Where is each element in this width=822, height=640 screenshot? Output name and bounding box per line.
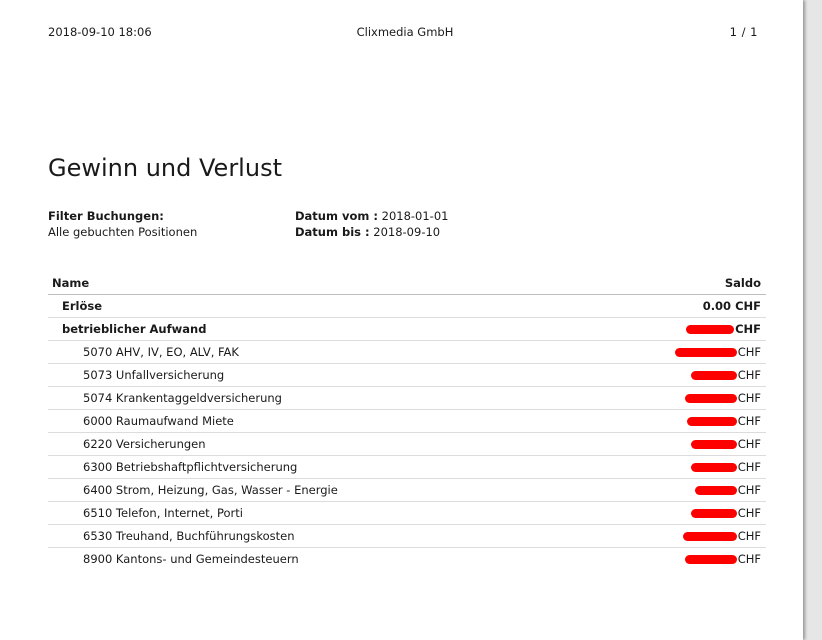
account-name: Erlöse	[62, 299, 103, 313]
account-saldo: CHF	[684, 548, 761, 570]
table-row: 8900 Kantons- und Gemeindesteuern CHF	[48, 548, 766, 570]
account-name: 8900 Kantons- und Gemeindesteuern	[83, 552, 299, 566]
redaction-mark	[690, 463, 737, 472]
saldo-amount: 0.00	[702, 299, 732, 313]
saldo-currency: CHF	[737, 391, 761, 405]
account-saldo: CHF	[686, 318, 761, 340]
redaction-mark	[690, 509, 737, 518]
table-row: 5070 AHV, IV, EO, ALV, FAK CHF	[48, 341, 766, 364]
account-saldo: CHF	[690, 364, 761, 386]
column-header-name: Name	[52, 276, 90, 290]
redaction-mark	[690, 440, 737, 449]
filter-label: Filter Buchungen:	[48, 209, 164, 223]
filter-block: Filter Buchungen: Alle gebuchten Positio…	[48, 209, 197, 240]
saldo-currency: CHF	[737, 345, 761, 359]
table-row: 6530 Treuhand, Buchführungskosten CHF	[48, 525, 766, 548]
account-name: 6530 Treuhand, Buchführungskosten	[83, 529, 295, 543]
saldo-currency: CHF	[737, 552, 761, 566]
page-number: 1 / 1	[729, 25, 758, 39]
report-page: 2018-09-10 18:06 Clixmedia GmbH 1 / 1 Ge…	[0, 0, 803, 640]
column-header-saldo: Saldo	[724, 276, 761, 290]
saldo-currency: CHF	[737, 460, 761, 474]
redaction-mark	[674, 348, 737, 357]
account-name: 6000 Raumaufwand Miete	[83, 414, 234, 428]
account-saldo: CHF	[690, 502, 761, 524]
date-from-line: Datum vom : 2018-01-01	[295, 209, 448, 225]
account-saldo: CHF	[690, 433, 761, 455]
saldo-currency: CHF	[737, 529, 761, 543]
saldo-currency: CHF	[737, 368, 761, 382]
account-saldo: CHF	[674, 341, 761, 363]
table-row: 6300 Betriebshaftpflichtversicherung CHF	[48, 456, 766, 479]
table-header: Name Saldo	[48, 272, 766, 295]
table-row: 6220 Versicherungen CHF	[48, 433, 766, 456]
redaction-mark	[682, 532, 737, 541]
table-row: 6000 Raumaufwand Miete CHF	[48, 410, 766, 433]
redaction-mark	[686, 325, 735, 334]
date-to-line: Datum bis : 2018-09-10	[295, 225, 448, 241]
date-to-label: Datum bis :	[295, 224, 370, 239]
date-to-value: 2018-09-10	[373, 224, 441, 239]
saldo-currency: CHF	[737, 414, 761, 428]
redaction-mark	[690, 371, 737, 380]
account-saldo: CHF	[690, 456, 761, 478]
account-saldo: 0.00 CHF	[703, 295, 761, 317]
account-name: 5073 Unfallversicherung	[83, 368, 225, 382]
redaction-mark	[684, 394, 737, 403]
account-saldo: CHF	[694, 479, 761, 501]
company-name: Clixmedia GmbH	[356, 25, 454, 39]
date-from-value: 2018-01-01	[381, 209, 449, 223]
table-row: betrieblicher Aufwand CHF	[48, 318, 766, 341]
date-range-block: Datum vom : 2018-01-01 Datum bis : 2018-…	[295, 209, 448, 240]
report-title: Gewinn und Verlust	[48, 154, 282, 182]
account-name: 6300 Betriebshaftpflichtversicherung	[83, 460, 298, 474]
table-row: 6400 Strom, Heizung, Gas, Wasser - Energ…	[48, 479, 766, 502]
saldo-currency: CHF	[737, 506, 761, 520]
redaction-mark	[684, 555, 737, 564]
pl-table: Name Saldo Erlöse 0.00 CHF betrieblicher…	[48, 272, 766, 570]
saldo-currency: CHF	[735, 299, 761, 313]
table-row: 5073 Unfallversicherung CHF	[48, 364, 766, 387]
table-row: 6510 Telefon, Internet, Porti CHF	[48, 502, 766, 525]
table-row: 5074 Krankentaggeldversicherung CHF	[48, 387, 766, 410]
redaction-mark	[686, 417, 737, 426]
table-row: Erlöse 0.00 CHF	[48, 295, 766, 318]
date-from-label: Datum vom :	[295, 209, 378, 223]
account-name: 5074 Krankentaggeldversicherung	[83, 391, 282, 405]
account-name: 6400 Strom, Heizung, Gas, Wasser - Energ…	[83, 483, 338, 497]
print-datetime: 2018-09-10 18:06	[48, 25, 152, 39]
account-saldo: CHF	[682, 525, 761, 547]
saldo-currency: CHF	[735, 322, 761, 336]
account-name: 6510 Telefon, Internet, Porti	[83, 506, 243, 520]
filter-value: Alle gebuchten Positionen	[48, 224, 198, 239]
account-name: betrieblicher Aufwand	[62, 322, 207, 336]
saldo-currency: CHF	[737, 437, 761, 451]
account-name: 5070 AHV, IV, EO, ALV, FAK	[83, 345, 239, 359]
saldo-currency: CHF	[737, 483, 761, 497]
account-name: 6220 Versicherungen	[83, 437, 206, 451]
redaction-mark	[694, 486, 737, 495]
account-saldo: CHF	[684, 387, 761, 409]
account-saldo: CHF	[686, 410, 761, 432]
